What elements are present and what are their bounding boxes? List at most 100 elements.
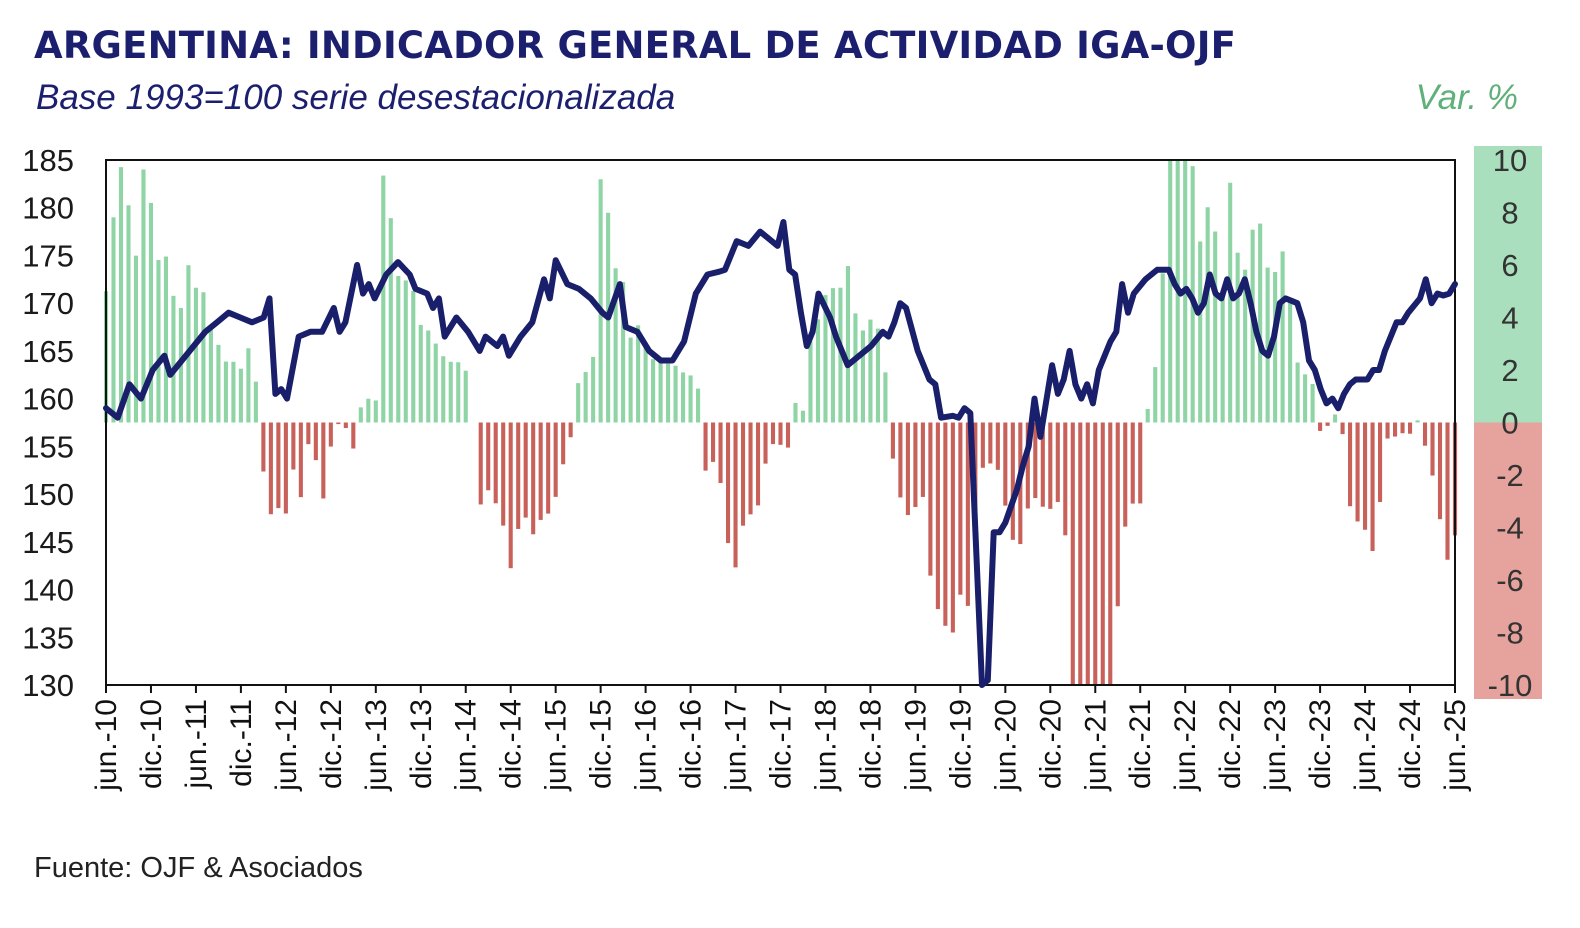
- variation-bar: [1033, 422, 1038, 499]
- right-axis-bands: [1474, 146, 1542, 699]
- variation-bar: [1430, 422, 1435, 476]
- right-tick-label: 6: [1501, 248, 1518, 283]
- x-tick-label: jun.-10: [90, 699, 123, 792]
- variation-bar: [920, 422, 925, 497]
- x-tick-label: jun.-13: [360, 699, 393, 792]
- variation-bar: [448, 361, 453, 423]
- variation-bar: [1437, 422, 1443, 520]
- variation-bar: [883, 372, 888, 423]
- variation-bar: [1198, 241, 1203, 423]
- variation-bar: [913, 422, 918, 508]
- index-line: [103, 219, 1458, 688]
- x-tick-label: dic.-16: [675, 699, 708, 789]
- variation-bar: [163, 256, 169, 423]
- variation-bar: [793, 403, 798, 423]
- variation-bar: [433, 343, 438, 423]
- variation-bar: [1295, 362, 1300, 423]
- variation-bar: [366, 398, 371, 423]
- chart-title: ARGENTINA: INDICADOR GENERAL DE ACTIVIDA…: [34, 24, 1237, 67]
- variation-bar: [1422, 422, 1428, 446]
- variation-bar: [1280, 251, 1285, 423]
- variation-bar: [763, 422, 768, 464]
- x-tick-label: dic.-20: [1034, 699, 1067, 789]
- x-tick-label: jun.-17: [720, 699, 753, 792]
- variation-bar: [283, 422, 288, 514]
- variation-bar: [733, 422, 738, 568]
- left-tick-label: 175: [22, 238, 74, 273]
- variation-bar: [253, 381, 258, 423]
- variation-bar: [118, 167, 124, 423]
- left-tick-label: 135: [22, 620, 74, 655]
- variation-bar: [1078, 422, 1083, 685]
- variation-bar: [1258, 223, 1263, 423]
- x-tick-label: dic.-10: [135, 699, 168, 789]
- variation-bar: [1063, 422, 1068, 536]
- variation-bar: [516, 422, 521, 529]
- variation-bar: [358, 407, 363, 423]
- variation-bar: [651, 359, 656, 423]
- variation-bar: [958, 422, 963, 595]
- left-tick-label: 130: [22, 668, 74, 703]
- variation-bar: [643, 346, 648, 423]
- variation-bar: [478, 422, 483, 505]
- variation-bar: [1392, 422, 1398, 437]
- left-y-axis: 185 180 175 170 165 160 155 150 145 140 135 130: [22, 143, 74, 703]
- variation-bar: [613, 268, 618, 423]
- variation-bar: [628, 337, 633, 423]
- variation-bar: [231, 361, 236, 423]
- variation-bar: [208, 325, 213, 423]
- variation-bar: [171, 295, 176, 423]
- variation-bar: [546, 422, 551, 514]
- variation-bar: [403, 280, 408, 423]
- x-tick-label: jun.-16: [630, 699, 663, 792]
- source-note: Fuente: OJF & Asociados: [34, 852, 363, 884]
- variation-bar: [1085, 422, 1090, 685]
- variation-bar: [523, 422, 528, 518]
- variation-bar: [501, 422, 506, 526]
- variation-bar: [591, 356, 596, 423]
- variation-bar: [1407, 422, 1413, 434]
- variation-bar: [1318, 422, 1323, 431]
- index-line-layer: [103, 219, 1458, 688]
- variation-bar: [216, 344, 221, 423]
- variation-bar: [1370, 422, 1375, 551]
- variation-bar: [890, 422, 895, 459]
- variation-bar: [568, 422, 573, 438]
- variation-bar: [853, 313, 858, 423]
- positive-band: [1474, 146, 1542, 423]
- variation-bar: [148, 202, 154, 423]
- x-tick-label: dic.-22: [1214, 699, 1247, 789]
- right-tick-label: -8: [1496, 616, 1524, 651]
- variation-bar: [748, 422, 753, 515]
- variation-bar: [201, 292, 206, 423]
- variation-bar: [1168, 160, 1173, 423]
- left-tick-label: 150: [22, 477, 74, 512]
- variation-bar: [306, 422, 311, 445]
- variation-bar: [141, 169, 146, 423]
- variation-bar: [441, 356, 446, 423]
- variation-bar: [988, 422, 993, 464]
- variation-bar: [411, 290, 416, 423]
- variation-bar: [313, 422, 318, 461]
- variation-bar: [598, 179, 603, 423]
- right-tick-label: -4: [1496, 511, 1524, 546]
- variation-bar: [868, 319, 873, 423]
- variation-bar: [133, 255, 139, 423]
- variation-bar: [223, 361, 228, 423]
- variation-bar: [980, 422, 985, 468]
- right-tick-label: -2: [1496, 458, 1524, 493]
- negative-band: [1474, 422, 1542, 699]
- variation-bar: [268, 422, 273, 515]
- variation-bar: [193, 287, 198, 423]
- x-tick-label: jun.-21: [1079, 699, 1112, 792]
- variation-bar: [1363, 422, 1368, 530]
- variation-bar: [1378, 422, 1383, 502]
- variation-bar: [1040, 422, 1045, 507]
- x-tick-label: jun.-15: [540, 699, 573, 792]
- variation-bar: [531, 422, 536, 535]
- x-tick-label: dic.-11: [225, 699, 258, 787]
- x-axis: jun.-10 dic.-10 jun.-11 dic.-11 jun.-12 dic.-…: [90, 685, 1472, 792]
- variation-bar: [576, 383, 581, 423]
- variation-bar: [111, 217, 116, 423]
- x-tick-label: dic.-13: [405, 699, 438, 789]
